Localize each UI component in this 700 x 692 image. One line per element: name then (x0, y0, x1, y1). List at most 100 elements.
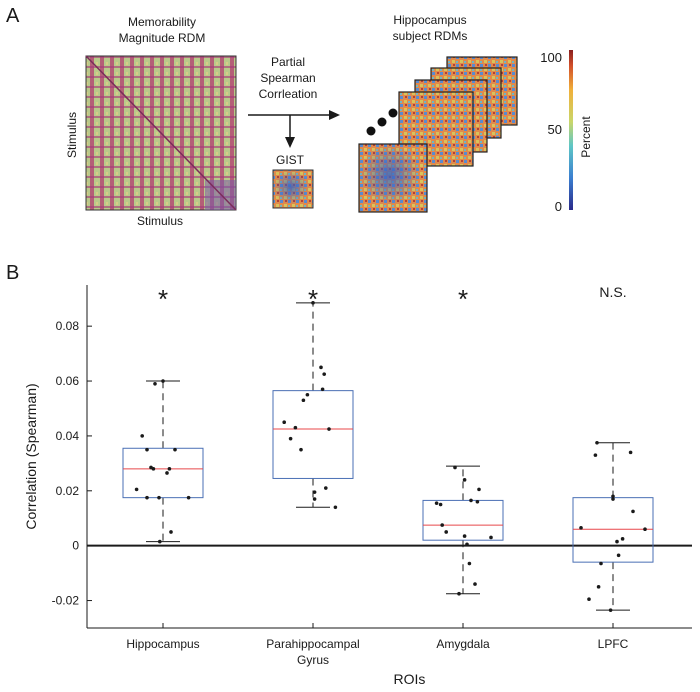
data-point (134, 487, 139, 492)
y-tick-label: 0.08 (56, 319, 80, 333)
method-line3: Corrleation (259, 87, 318, 101)
data-point (438, 502, 443, 507)
data-point (608, 608, 613, 612)
data-point (140, 434, 144, 438)
data-point (599, 561, 603, 566)
data-point (469, 498, 473, 503)
box-iqr (272, 390, 354, 479)
data-point (311, 301, 315, 305)
ellipsis-dot-2 (377, 117, 387, 127)
x-tick-label: Gyrus (297, 653, 329, 667)
data-point (440, 523, 445, 527)
data-point (489, 535, 493, 540)
data-point (158, 539, 162, 544)
data-point (293, 425, 298, 430)
data-point (587, 597, 591, 601)
data-point (643, 527, 647, 532)
ellipsis-dot-3 (388, 108, 398, 118)
box-iqr (572, 497, 654, 563)
data-point (611, 494, 615, 499)
method-line1: Partial (271, 55, 305, 69)
data-point (462, 534, 467, 538)
data-point (473, 582, 477, 586)
memorability-rdm-diagonal (85, 55, 237, 211)
gist-label: GIST (276, 153, 305, 167)
data-point (465, 542, 469, 547)
data-point (299, 447, 303, 452)
colorbar (569, 50, 573, 210)
data-point (288, 436, 293, 441)
data-point (312, 497, 317, 501)
data-point (145, 447, 149, 452)
data-point (467, 561, 472, 566)
data-point (595, 440, 599, 445)
data-point (611, 497, 615, 501)
x-tick-label: LPFC (598, 637, 629, 651)
data-point (301, 398, 306, 403)
x-axis-label: ROIs (394, 671, 426, 687)
colorbar-tick-100: 100 (540, 50, 562, 65)
data-point (620, 537, 625, 541)
y-tick-label: 0.04 (56, 429, 80, 443)
significance-marker: N.S. (599, 284, 626, 300)
data-point (153, 381, 157, 386)
data-point (324, 486, 328, 490)
data-point (157, 495, 161, 500)
panel-a-label: A (6, 5, 20, 27)
stimulus-x-label: Stimulus (137, 214, 183, 228)
stimulus-y-label: Stimulus (65, 112, 79, 158)
memorability-title-line1: Memorability (128, 15, 196, 29)
significance-marker: * (158, 284, 168, 314)
hippocampus-title-line1: Hippocampus (393, 13, 466, 27)
gist-rdm-center (273, 170, 313, 208)
data-point (322, 372, 327, 376)
data-point (319, 365, 323, 370)
data-point (169, 530, 173, 534)
method-line2: Spearman (260, 71, 315, 85)
subject-rdm-front-center (359, 144, 427, 212)
y-tick-label: 0.02 (56, 484, 80, 498)
data-point (616, 553, 621, 558)
data-point (453, 465, 457, 470)
box-iqr (422, 499, 504, 541)
x-tick-label: Amygdala (436, 637, 490, 651)
y-tick-label: 0.06 (56, 374, 80, 388)
ellipsis-dot-1 (366, 126, 376, 136)
data-point (333, 505, 338, 510)
data-point (282, 420, 287, 425)
x-tick-label: Hippocampus (126, 637, 199, 651)
data-point (579, 526, 583, 530)
data-point (327, 427, 331, 431)
data-point (631, 509, 635, 514)
data-point (305, 392, 310, 397)
data-point (457, 591, 461, 596)
memorability-title-line2: Magnitude RDM (119, 31, 206, 45)
data-point (151, 467, 156, 471)
y-tick-label: 0 (72, 539, 79, 553)
colorbar-tick-0: 0 (555, 199, 562, 214)
data-point (475, 499, 480, 504)
data-point (596, 585, 601, 589)
data-point (167, 467, 172, 471)
data-point (161, 379, 165, 383)
y-tick-label: -0.02 (52, 594, 80, 608)
data-point (477, 487, 481, 492)
colorbar-label: Percent (579, 116, 593, 158)
colorbar-tick-50: 50 (548, 122, 562, 137)
box-iqr (122, 447, 204, 499)
y-axis-label: Correlation (Spearman) (23, 383, 39, 529)
data-point (165, 471, 169, 475)
data-point (434, 501, 439, 505)
box-plot: -0.02 0 0.02 0.04 0.06 0.08 Correlation (Spear… (23, 284, 692, 687)
data-point (462, 478, 467, 482)
data-point (593, 453, 598, 457)
data-point (186, 495, 191, 500)
data-point (145, 495, 149, 500)
hippocampus-title-line2: subject RDMs (393, 29, 468, 43)
significance-marker: * (458, 284, 468, 314)
data-point (320, 387, 325, 392)
arrow-down-head (285, 137, 295, 148)
arrow-right-head (329, 110, 340, 120)
data-point (312, 490, 317, 494)
